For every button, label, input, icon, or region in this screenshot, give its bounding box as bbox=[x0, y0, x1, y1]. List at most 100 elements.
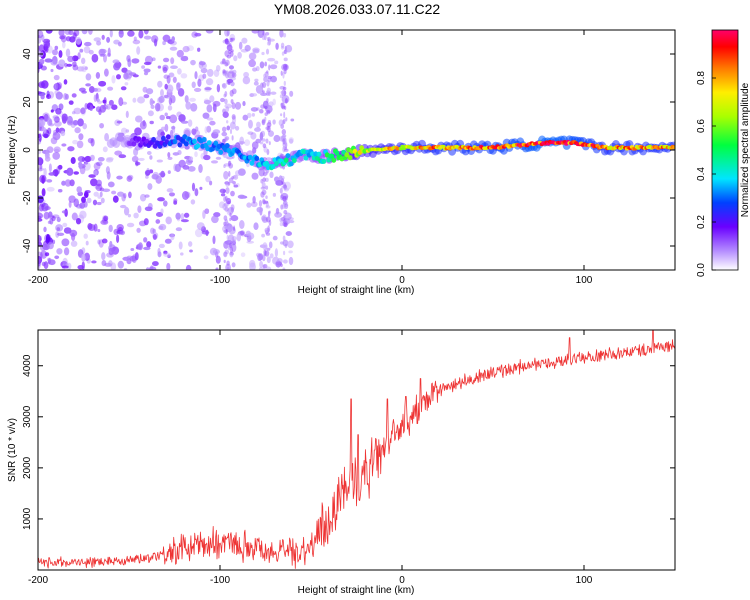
heatmap-cell bbox=[104, 132, 110, 142]
heatmap-cell bbox=[83, 46, 91, 54]
heatmap-cell bbox=[54, 169, 58, 177]
heatmap-cell bbox=[85, 240, 89, 246]
heatmap-cell bbox=[160, 208, 164, 214]
heatmap-cell bbox=[230, 207, 235, 213]
y-tick-label: 0 bbox=[22, 147, 33, 153]
heatmap-cell bbox=[151, 57, 156, 62]
heatmap-cell bbox=[283, 182, 286, 189]
heatmap-cell bbox=[133, 36, 137, 42]
heatmap-cell bbox=[178, 159, 186, 168]
heatmap-cell bbox=[266, 98, 269, 104]
heatmap-cell bbox=[278, 119, 284, 126]
heatmap-cell bbox=[137, 205, 142, 213]
heatmap-cell bbox=[100, 197, 105, 204]
heatmap-cell bbox=[229, 251, 234, 256]
heatmap-cell bbox=[224, 98, 228, 105]
heatmap-cell bbox=[136, 46, 141, 55]
heatmap-cell bbox=[207, 68, 214, 77]
heatmap-cell bbox=[188, 241, 193, 247]
heatmap-cell bbox=[175, 227, 183, 232]
heatmap-cell bbox=[251, 30, 260, 34]
heatmap-cell bbox=[46, 90, 50, 98]
heatmap-cell bbox=[264, 244, 268, 250]
heatmap-cell bbox=[231, 76, 236, 81]
heatmap-cell bbox=[239, 136, 245, 146]
heatmap-cell bbox=[43, 226, 47, 233]
heatmap-cell bbox=[93, 37, 102, 42]
heatmap-cell bbox=[112, 195, 119, 203]
heatmap-cell bbox=[236, 232, 242, 242]
heatmap-cell bbox=[263, 76, 268, 83]
heatmap-cell bbox=[97, 228, 101, 233]
heatmap-cell bbox=[55, 127, 60, 133]
heatmap-cell bbox=[252, 49, 260, 54]
heatmap-cell bbox=[170, 65, 178, 70]
heatmap-cell bbox=[158, 243, 165, 249]
heatmap-cell bbox=[117, 260, 124, 269]
heatmap-cell bbox=[85, 83, 91, 87]
heatmap-cell bbox=[64, 62, 68, 68]
heatmap-cell bbox=[248, 59, 256, 68]
heatmap-cell bbox=[38, 203, 44, 212]
heatmap-cell bbox=[213, 140, 219, 146]
heatmap-cell bbox=[215, 156, 222, 160]
colorbar-ticks: 0.0 0.2 0.4 0.6 0.8 bbox=[696, 71, 716, 277]
heatmap-cell bbox=[283, 209, 288, 215]
heatmap-cell bbox=[48, 163, 52, 173]
spectrogram-ylabel: Frequency (Hz) bbox=[7, 116, 18, 185]
heatmap-cell bbox=[192, 138, 197, 144]
heatmap-cell bbox=[203, 154, 211, 161]
heatmap-cell bbox=[106, 252, 114, 258]
heatmap-cell bbox=[274, 248, 278, 258]
heatmap-cell bbox=[285, 117, 288, 122]
heatmap-cell bbox=[48, 259, 56, 266]
heatmap-cell bbox=[262, 143, 267, 149]
heatmap-cell bbox=[52, 49, 58, 56]
heatmap-cell bbox=[98, 80, 107, 87]
heatmap-cell bbox=[168, 192, 176, 197]
heatmap-cell bbox=[71, 111, 76, 115]
heatmap-cell bbox=[165, 134, 171, 140]
heatmap-cell bbox=[281, 129, 287, 135]
heatmap-cell bbox=[38, 251, 43, 260]
heatmap-cell bbox=[251, 113, 256, 117]
heatmap-cell bbox=[43, 127, 47, 134]
heatmap-cell bbox=[170, 233, 175, 241]
heatmap-cell bbox=[177, 142, 183, 148]
heatmap-cell bbox=[58, 103, 64, 111]
heatmap-cell bbox=[267, 57, 276, 62]
heatmap-cell bbox=[71, 93, 77, 98]
heatmap-cell bbox=[81, 196, 86, 204]
heatmap-cell bbox=[282, 137, 287, 143]
heatmap-cell bbox=[93, 94, 97, 102]
heatmap-cell bbox=[176, 49, 184, 58]
heatmap-cell bbox=[263, 216, 266, 222]
heatmap-cell bbox=[138, 30, 144, 39]
heatmap-cell bbox=[253, 81, 259, 86]
heatmap-cell bbox=[57, 188, 63, 193]
heatmap-cell bbox=[143, 218, 149, 226]
heatmap-cell bbox=[126, 175, 133, 182]
heatmap-cell bbox=[275, 42, 279, 50]
heatmap-cell bbox=[172, 139, 178, 145]
heatmap-cell bbox=[237, 141, 246, 145]
heatmap-cell bbox=[147, 183, 153, 191]
heatmap-cell bbox=[116, 224, 124, 231]
heatmap-cell bbox=[171, 126, 176, 130]
heatmap-cell bbox=[93, 162, 101, 170]
heatmap-cell bbox=[280, 103, 284, 108]
heatmap-cell bbox=[175, 212, 181, 220]
heatmap-cell bbox=[111, 104, 118, 110]
heatmap-cell bbox=[180, 252, 184, 256]
heatmap-cell bbox=[38, 212, 44, 220]
heatmap-cell bbox=[107, 47, 111, 57]
heatmap-cell bbox=[157, 80, 163, 88]
colorbar-tick-label: 0.8 bbox=[696, 71, 707, 85]
heatmap-cell bbox=[111, 75, 116, 84]
heatmap-cell bbox=[289, 90, 294, 97]
heatmap-cell bbox=[226, 266, 230, 270]
spectrogram-xlabel: Height of straight line (km) bbox=[298, 285, 415, 296]
heatmap-cell bbox=[283, 148, 289, 152]
x-tick-label: -100 bbox=[210, 575, 230, 586]
heatmap-cell bbox=[260, 104, 266, 109]
